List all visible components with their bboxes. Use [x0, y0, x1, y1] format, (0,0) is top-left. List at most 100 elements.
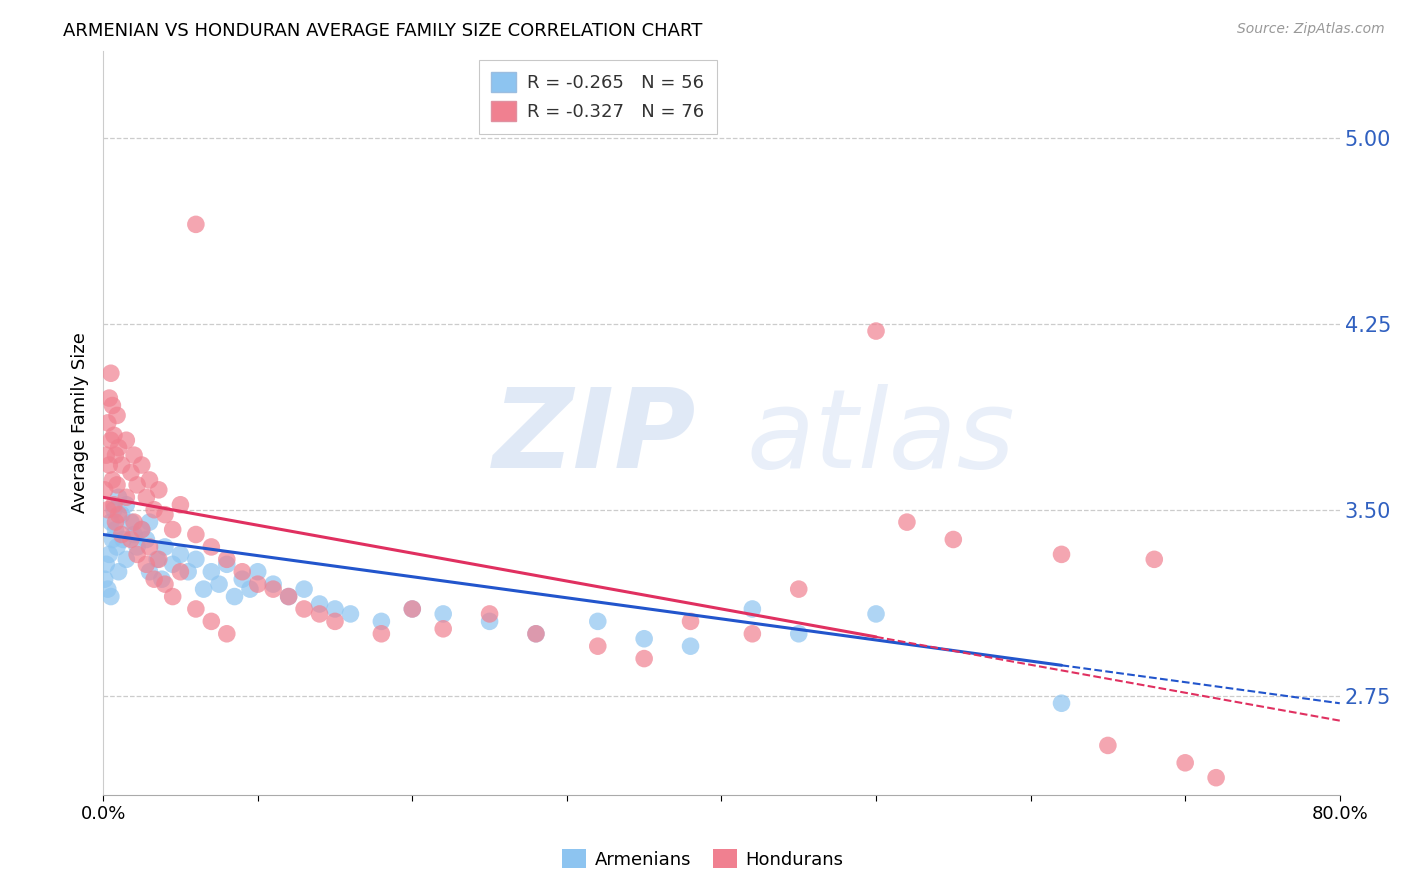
Point [135, 558, 157, 572]
Point [138, 473, 160, 487]
Point [292, 602, 315, 616]
Point [150, 572, 173, 586]
Point [111, 458, 134, 472]
Point [169, 498, 191, 512]
Point [131, 523, 153, 537]
Point [169, 548, 191, 562]
Point [122, 515, 145, 529]
Point [679, 615, 702, 629]
Point [865, 607, 887, 621]
Point [586, 639, 609, 653]
Point [122, 527, 145, 541]
Point [370, 615, 392, 629]
Point [120, 466, 142, 480]
Point [127, 540, 149, 554]
Point [100, 366, 122, 380]
Point [277, 590, 299, 604]
Point [122, 448, 145, 462]
Point [101, 533, 124, 547]
Point [478, 615, 501, 629]
Point [200, 540, 222, 554]
Point [105, 540, 128, 554]
Point [478, 607, 501, 621]
Point [787, 582, 810, 596]
Point [1205, 771, 1227, 785]
Point [231, 565, 253, 579]
Point [105, 409, 128, 423]
Point [432, 607, 454, 621]
Point [277, 590, 299, 604]
Point [103, 498, 125, 512]
Point [1097, 739, 1119, 753]
Point [633, 632, 655, 646]
Point [111, 527, 134, 541]
Point [896, 515, 918, 529]
Point [148, 483, 170, 497]
Point [148, 552, 170, 566]
Point [138, 515, 160, 529]
Point [292, 582, 315, 596]
Point [231, 572, 253, 586]
Point [103, 428, 125, 442]
Point [131, 458, 153, 472]
Point [1050, 696, 1073, 710]
Text: ZIP: ZIP [494, 384, 697, 491]
Point [787, 627, 810, 641]
Point [339, 607, 361, 621]
Point [200, 565, 222, 579]
Point [104, 448, 127, 462]
Point [184, 602, 207, 616]
Point [208, 577, 231, 591]
Point [162, 590, 184, 604]
Point [1143, 552, 1166, 566]
Point [239, 582, 262, 596]
Point [135, 533, 157, 547]
Point [101, 399, 124, 413]
Point [246, 565, 269, 579]
Point [1050, 548, 1073, 562]
Point [741, 602, 763, 616]
Point [104, 515, 127, 529]
Point [131, 523, 153, 537]
Point [146, 552, 169, 566]
Point [103, 502, 125, 516]
Point [370, 627, 392, 641]
Point [107, 491, 129, 505]
Legend: Armenians, Hondurans: Armenians, Hondurans [555, 842, 851, 876]
Point [215, 552, 238, 566]
Point [100, 434, 122, 448]
Point [215, 627, 238, 641]
Point [98, 458, 121, 472]
Text: Source: ZipAtlas.com: Source: ZipAtlas.com [1237, 22, 1385, 37]
Point [153, 540, 176, 554]
Point [107, 565, 129, 579]
Point [524, 627, 547, 641]
Legend: R = -0.265   N = 56, R = -0.327   N = 76: R = -0.265 N = 56, R = -0.327 N = 76 [478, 60, 717, 134]
Point [143, 572, 166, 586]
Point [98, 548, 121, 562]
Point [100, 590, 122, 604]
Point [138, 565, 160, 579]
Point [741, 627, 763, 641]
Point [246, 577, 269, 591]
Y-axis label: Average Family Size: Average Family Size [72, 333, 89, 513]
Point [138, 540, 160, 554]
Point [96, 448, 118, 462]
Point [177, 565, 200, 579]
Point [524, 627, 547, 641]
Point [200, 615, 222, 629]
Point [323, 615, 346, 629]
Point [193, 582, 215, 596]
Point [162, 523, 184, 537]
Point [135, 491, 157, 505]
Point [1174, 756, 1197, 770]
Point [401, 602, 423, 616]
Point [120, 515, 142, 529]
Point [215, 558, 238, 572]
Point [308, 607, 330, 621]
Point [184, 218, 207, 232]
Point [98, 391, 121, 405]
Point [679, 639, 702, 653]
Point [93, 483, 115, 497]
Point [105, 478, 128, 492]
